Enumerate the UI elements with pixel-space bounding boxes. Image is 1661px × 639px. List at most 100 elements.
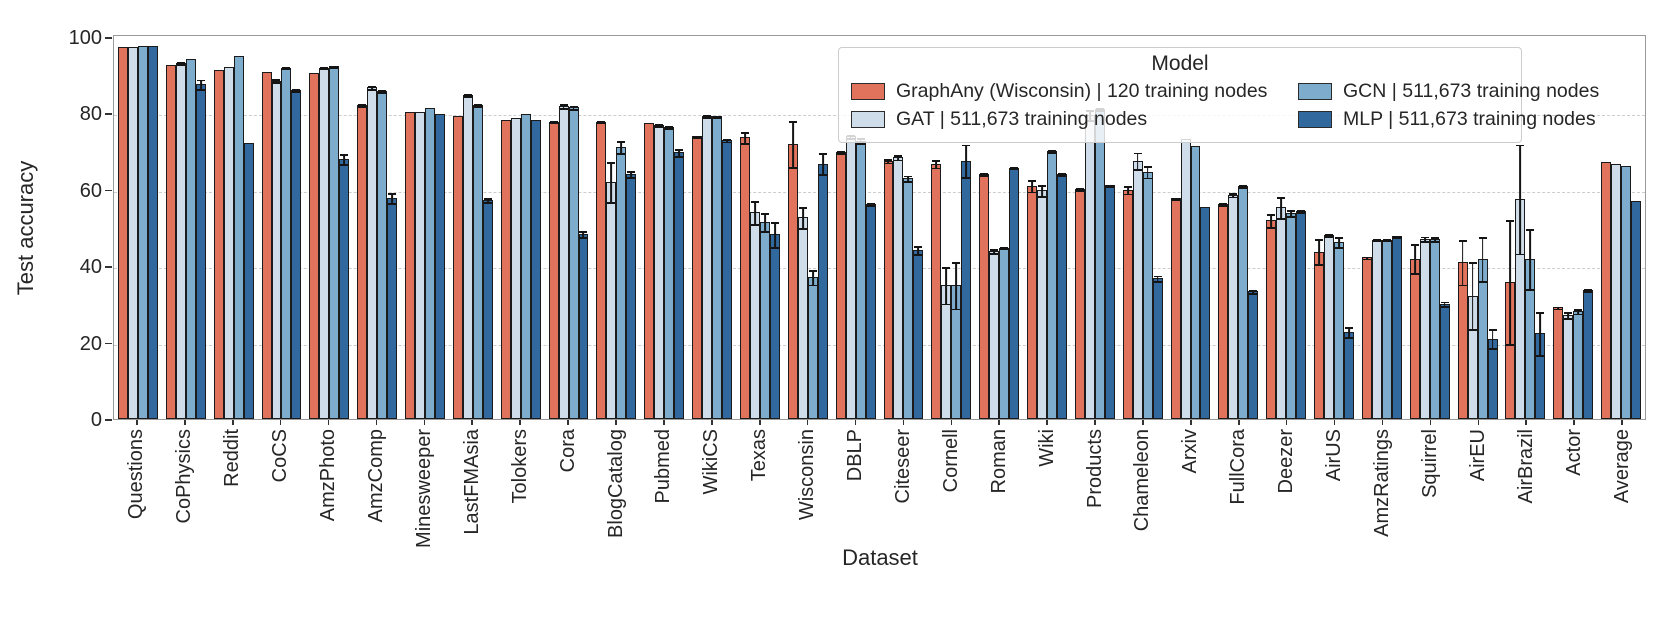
error-whisker	[1000, 247, 1009, 251]
bar	[855, 138, 866, 419]
y-tick-label: 0	[90, 409, 102, 431]
x-tick-label: Minesweeper	[412, 429, 435, 548]
x-tick-mark	[471, 420, 474, 425]
bar	[1439, 301, 1450, 419]
bar-groups	[114, 36, 1645, 419]
bar	[223, 67, 234, 419]
bar	[329, 65, 340, 419]
x-tick-label: Average	[1610, 429, 1633, 504]
x-tick-mark	[806, 420, 809, 425]
error-whisker	[980, 172, 989, 177]
bar-group	[1358, 36, 1406, 419]
x-tick-mark	[567, 420, 569, 425]
bar	[1371, 239, 1382, 419]
bar	[1467, 262, 1478, 419]
bar	[233, 55, 244, 419]
x-tick-label: Products	[1083, 429, 1106, 508]
bar	[845, 134, 856, 419]
error-whisker	[788, 120, 797, 170]
error-whisker	[473, 104, 482, 108]
error-whisker	[1564, 311, 1573, 320]
bar-group	[1454, 36, 1502, 419]
bar-group	[497, 36, 545, 419]
x-tick-mark	[950, 420, 953, 425]
bar-group	[210, 36, 258, 419]
bar-group	[1597, 36, 1645, 419]
legend-swatch	[1298, 110, 1332, 128]
bar	[578, 231, 589, 419]
bar	[807, 270, 818, 419]
bar	[1487, 329, 1498, 419]
legend-item-label: GraphAny (Wisconsin) | 120 training node…	[896, 79, 1268, 102]
bar	[261, 71, 272, 419]
bar	[702, 114, 713, 419]
bar	[137, 46, 148, 419]
bar	[1084, 110, 1095, 419]
error-whisker	[1277, 196, 1286, 220]
bar-group	[1310, 36, 1358, 419]
legend-item: GraphAny (Wisconsin) | 120 training node…	[851, 78, 1298, 104]
bar	[520, 114, 531, 419]
error-whisker	[1047, 149, 1056, 155]
y-tick-label: 80	[79, 103, 102, 126]
bar	[1190, 145, 1201, 419]
bar	[568, 105, 579, 419]
bar	[903, 175, 914, 419]
legend-item: GCN | 511,673 training nodes	[1298, 78, 1599, 104]
bar-group	[305, 36, 353, 419]
bar	[339, 154, 350, 419]
bar	[387, 193, 398, 419]
error-whisker	[1037, 184, 1046, 198]
bar	[462, 94, 473, 419]
error-whisker	[1249, 290, 1258, 295]
error-whisker	[1440, 301, 1449, 308]
error-whisker	[1297, 209, 1306, 214]
bar	[1409, 244, 1420, 419]
bar	[1457, 240, 1468, 419]
x-tick-mark	[1094, 420, 1096, 425]
x-tick-label: BlogCatalog	[604, 429, 627, 538]
bar	[1381, 239, 1392, 419]
x-tick-label: DBLP	[844, 429, 867, 482]
y-tick-mark	[105, 189, 112, 192]
bar	[749, 200, 760, 419]
y-tick-mark	[105, 266, 112, 268]
error-whisker	[483, 198, 492, 205]
error-whisker	[723, 138, 732, 144]
x-tick-label: AirEU	[1466, 429, 1489, 482]
bar-group	[1214, 36, 1262, 419]
bar	[319, 67, 330, 419]
error-whisker	[1526, 229, 1535, 291]
error-whisker	[1468, 262, 1477, 331]
x-tick-label: CoCS	[269, 429, 292, 483]
error-whisker	[627, 171, 636, 179]
x-tick-label: Reddit	[221, 429, 244, 487]
error-whisker	[1267, 213, 1276, 230]
error-whisker	[693, 135, 702, 139]
x-tick-label: Pubmed	[652, 429, 675, 504]
bar	[654, 123, 665, 419]
bar	[1074, 188, 1085, 419]
error-whisker	[866, 202, 875, 208]
bar	[1611, 163, 1622, 419]
error-whisker	[1344, 327, 1353, 339]
error-whisker	[1123, 186, 1132, 196]
x-tick-mark	[1573, 420, 1575, 425]
error-whisker	[388, 193, 397, 205]
bar	[1553, 306, 1564, 419]
error-whisker	[665, 125, 674, 130]
legend-item-label: GCN | 511,673 training nodes	[1343, 79, 1600, 102]
error-whisker	[1574, 309, 1583, 316]
x-tick-mark	[1477, 420, 1480, 425]
bar	[1152, 275, 1163, 419]
bar	[1477, 237, 1488, 419]
x-tick-label: Citeseer	[891, 429, 914, 504]
bar	[147, 46, 158, 419]
error-whisker	[617, 140, 626, 155]
bar	[1276, 196, 1287, 419]
error-whisker	[196, 79, 205, 92]
bar-group	[1262, 36, 1310, 419]
error-whisker	[1372, 239, 1381, 243]
bar	[127, 46, 138, 419]
bar	[989, 248, 1000, 419]
